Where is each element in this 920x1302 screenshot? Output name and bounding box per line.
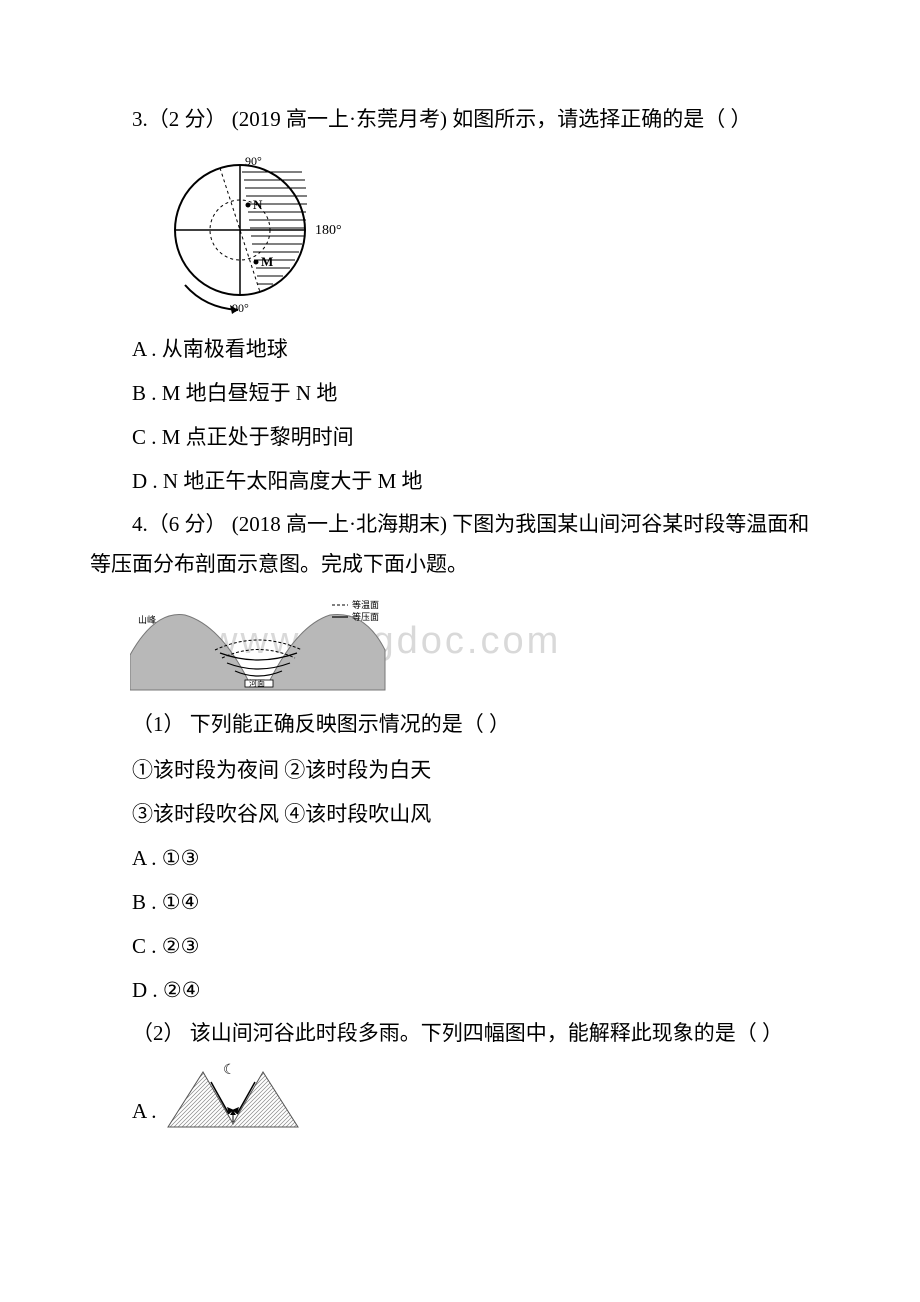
- q3-option-d: D . N 地正午太阳高度大于 M 地: [90, 462, 830, 502]
- q4-stem: 4.（6 分） (2018 高一上·北海期末) 下图为我国某山间河谷某时段等温面…: [90, 505, 830, 585]
- q4-sub2-option-a: A . ☾: [132, 1062, 830, 1132]
- q4-sub1-line1: ①该时段为夜间 ②该时段为白天: [90, 751, 830, 791]
- q3-label-m: M: [261, 254, 273, 269]
- q4-figure: 等温面 等压面 山峰 河面: [130, 595, 830, 695]
- q4-sub1-c: C . ②③: [90, 927, 830, 967]
- q3-label-right: 180°: [315, 223, 342, 238]
- q3-label-top: 90°: [245, 154, 262, 168]
- q4-sub2-stem: （2） 该山间河谷此时段多雨。下列四幅图中，能解释此现象的是（ ）: [90, 1014, 830, 1054]
- moon-icon: ☾: [223, 1063, 236, 1078]
- q4-sub1-b: B . ①④: [90, 883, 830, 923]
- q3-option-c: C . M 点正处于黎明时间: [90, 418, 830, 458]
- q3-label-n: N: [253, 197, 263, 212]
- q3-stem: 3.（2 分） (2019 高一上·东莞月考) 如图所示，请选择正确的是（ ）: [90, 100, 830, 140]
- q3-label-bottom: 90°: [232, 301, 249, 315]
- q4-sub2-a-label: A .: [132, 1092, 157, 1132]
- q3-figure: N M 90° 180° 90°: [150, 150, 830, 320]
- q4-river-label: 河面: [249, 678, 265, 688]
- q4-sub2-figure-a: ☾: [163, 1062, 303, 1132]
- q4-sub1-stem: （1） 下列能正确反映图示情况的是（ ）: [90, 705, 830, 745]
- q3-option-a: A . 从南极看地球: [90, 330, 830, 370]
- q4-sub1-line2: ③该时段吹谷风 ④该时段吹山风: [90, 795, 830, 835]
- page-content: 3.（2 分） (2019 高一上·东莞月考) 如图所示，请选择正确的是（ ）: [90, 100, 830, 1132]
- q4-legend-iso: 等温面: [352, 599, 379, 610]
- q4-sub1-d: D . ②④: [90, 971, 830, 1011]
- q4-sub1-a: A . ①③: [90, 839, 830, 879]
- q3-option-b: B . M 地白昼短于 N 地: [90, 374, 830, 414]
- q4-peak-label: 山峰: [138, 615, 156, 625]
- q4-legend-bar: 等压面: [352, 611, 379, 622]
